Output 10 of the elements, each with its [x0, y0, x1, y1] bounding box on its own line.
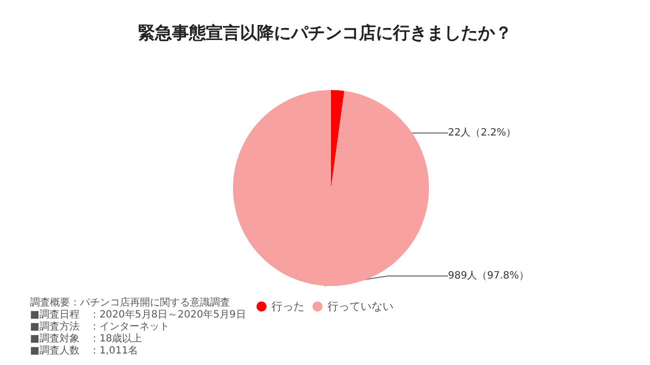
chart-title: 緊急事態宣言以降にパチンコ店に行きましたか？ — [138, 24, 512, 44]
data-label: 22人（2.2%） — [448, 128, 516, 138]
data-label: 989人（97.8%） — [448, 270, 529, 282]
text: ■調査日程 ：2020年5月8日～2020年5月9日 — [30, 308, 246, 320]
text: 調査概要：パチンコ店再開に関する意識調査 — [30, 296, 230, 308]
text: ■調査人数 ：1,011名 — [30, 344, 138, 356]
legend-label: 行っていない — [328, 300, 394, 313]
text: ■調査方法 ：インターネット — [30, 320, 170, 332]
text: ■調査対象 ：18歳以上 — [30, 332, 142, 344]
legend-label: 行った — [272, 300, 304, 313]
